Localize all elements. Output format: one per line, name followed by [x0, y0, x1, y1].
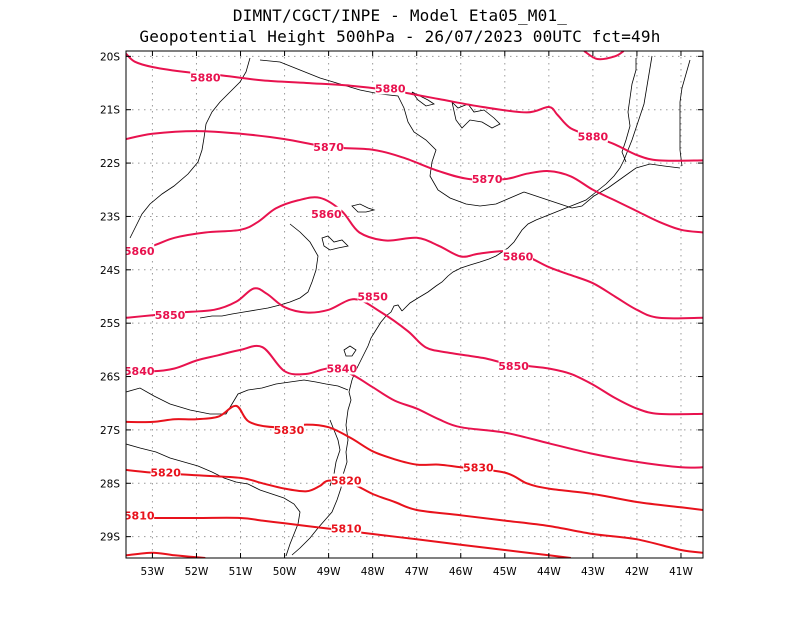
lat-tick-label: 24S: [100, 265, 120, 277]
lon-tick-label: 53W: [141, 566, 165, 578]
lon-tick-label: 43W: [581, 566, 605, 578]
contour-label: 5840: [327, 363, 358, 376]
contour-label: 5810: [124, 509, 155, 522]
lon-tick-label: 52W: [185, 566, 209, 578]
contour-5800: [126, 551, 206, 558]
lon-tick-label: 42W: [625, 566, 649, 578]
lon-tick-label: 47W: [405, 566, 429, 578]
contour-5830: [126, 404, 703, 511]
contour-5820: [126, 468, 703, 554]
lon-tick-label: 50W: [273, 566, 297, 578]
lon-tick-label: 44W: [537, 566, 561, 578]
contour-label-bg: [357, 289, 388, 303]
state-border-mg-rj: [523, 163, 681, 209]
lon-tick-label: 49W: [317, 566, 341, 578]
contour-label: 5830: [463, 461, 494, 474]
contour-5880: [126, 52, 703, 162]
state-border-sc-rs: [126, 443, 301, 557]
lon-tick-label: 45W: [493, 566, 517, 578]
lon-tick-label: 41W: [669, 566, 693, 578]
contour-label: 5880: [375, 82, 406, 95]
contour-label: 5880: [190, 72, 221, 85]
contour-label: 5880: [578, 130, 609, 143]
title-line-2: Geopotential Height 500hPa - 26/07/2023 …: [139, 27, 661, 46]
contour-label: 5850: [498, 360, 529, 373]
contour-label-bg: [472, 172, 503, 186]
lat-tick-label: 21S: [100, 105, 120, 117]
state-border-ms-sp: [129, 57, 251, 239]
lon-tick-label: 48W: [361, 566, 385, 578]
state-border-sp-mg: [259, 59, 525, 207]
contour-label: 5830: [274, 424, 305, 437]
lat-tick-label: 23S: [100, 211, 120, 223]
lagoon-sc: [343, 345, 357, 357]
contour-label-bg: [331, 473, 362, 487]
lake-sp: [321, 235, 349, 251]
contour-label-bg: [498, 358, 529, 372]
contour-label: 5860: [503, 250, 534, 263]
contour-label-bg: [273, 422, 304, 436]
contour-5890: [583, 51, 625, 61]
contour-label-bg: [463, 460, 494, 474]
lat-tick-label: 29S: [100, 532, 120, 544]
lon-tick-label: 51W: [229, 566, 253, 578]
contour-label: 5870: [313, 141, 344, 154]
lat-tick-label: 22S: [100, 158, 120, 170]
contour-label-bg: [313, 140, 344, 154]
contour-label: 5850: [155, 309, 186, 322]
state-border-pr-sc: [126, 379, 349, 415]
contour-label-bg: [375, 81, 406, 95]
contour-label: 5860: [124, 245, 155, 258]
contour-lines: 5880 5880 5880 5870 5870 5860 5860 5860 5850 5850…: [124, 51, 703, 558]
contour-label-bg: [126, 364, 155, 378]
contour-label-bg: [190, 70, 221, 84]
contour-label-bg: [150, 465, 181, 479]
contour-label-bg: [326, 361, 357, 375]
lat-tick-label: 27S: [100, 425, 120, 437]
lake-pr: [351, 203, 376, 213]
contour-5840: [126, 344, 703, 469]
contour-label: 5820: [331, 475, 362, 488]
contour-label-bg: [577, 129, 608, 143]
contour-label-bg: [331, 521, 362, 535]
contour-label-bg: [155, 308, 186, 322]
contour-5850: [126, 287, 703, 416]
lat-tick-label: 26S: [100, 372, 120, 384]
contour-label: 5820: [150, 467, 181, 480]
lat-tick-label: 28S: [100, 478, 120, 490]
contour-label: 5840: [124, 365, 155, 378]
contour-label-bg: [126, 244, 155, 258]
lat-tick-label: 20S: [100, 51, 120, 63]
contour-label: 5870: [472, 173, 503, 186]
contour-label-bg: [126, 508, 155, 522]
lat-tick-label: 25S: [100, 318, 120, 330]
contour-label: 5850: [357, 290, 388, 303]
title-line-1: DIMNT/CGCT/INPE - Model Eta05_M01_: [232, 6, 568, 25]
coastline-north: [401, 55, 653, 312]
axes: 53W 52W 51W 50W 49W 48W 47W 46W 45W 44W 43W 42W 41W 2…: [100, 51, 703, 578]
contour-label: 5810: [331, 523, 362, 536]
state-border-pr: [199, 223, 319, 319]
coastline: [291, 304, 403, 556]
lon-tick-label: 46W: [449, 566, 473, 578]
graticule-grid: [126, 51, 703, 558]
contour-label: 5860: [311, 208, 342, 221]
plot-frame: [125, 50, 704, 559]
contour-label-bg: [503, 249, 534, 263]
contour-label-bg: [311, 206, 342, 220]
state-border-es: [679, 59, 691, 167]
contour-5810: [126, 516, 572, 558]
contour-5860: [126, 196, 703, 320]
